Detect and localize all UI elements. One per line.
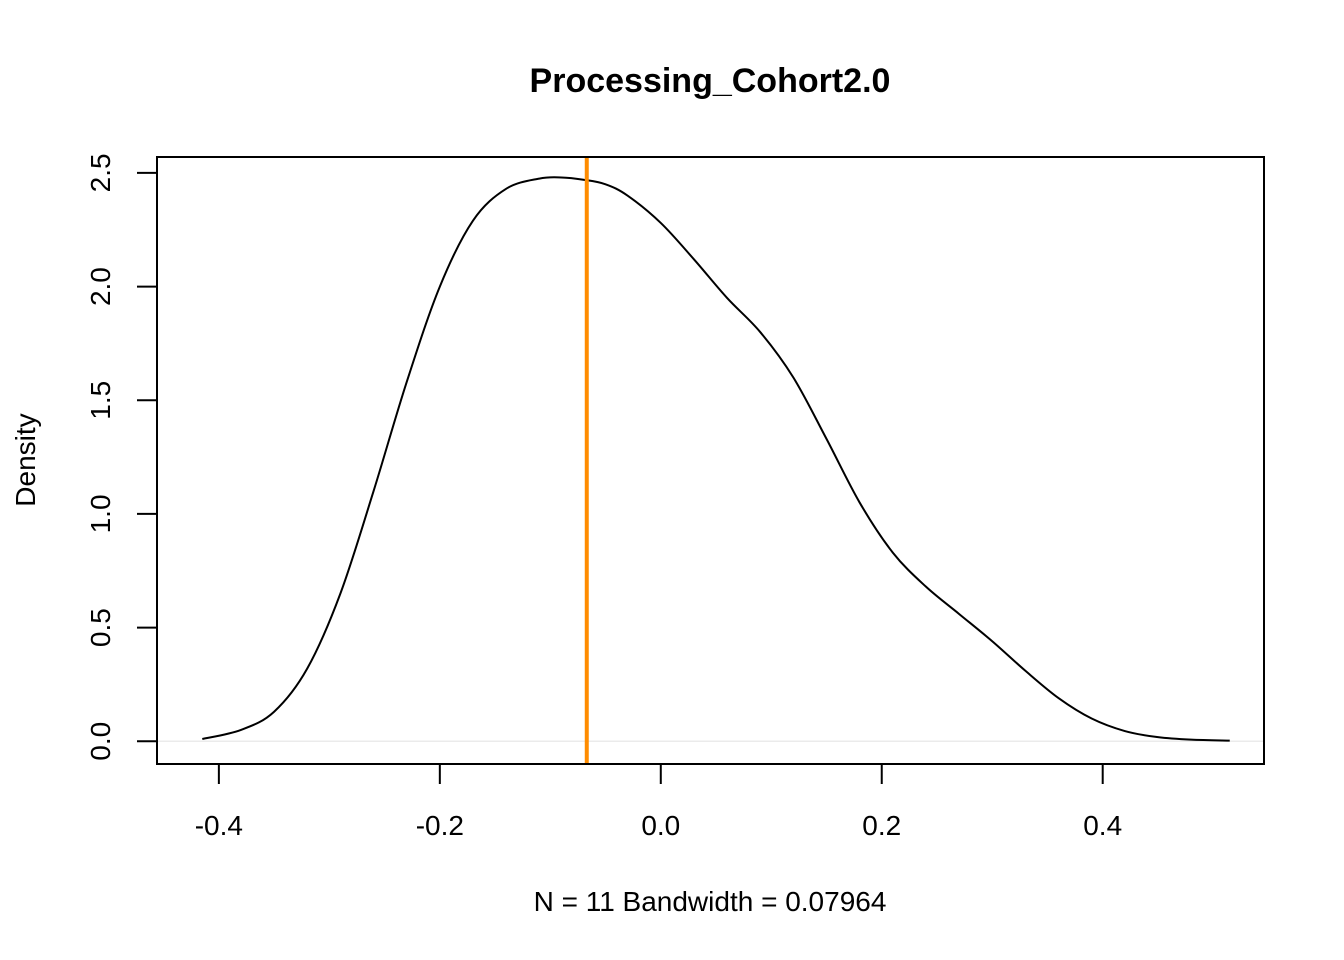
y-axis-label: Density xyxy=(10,413,41,506)
y-tick-label: 0.0 xyxy=(85,722,116,761)
chart-title: Processing_Cohort2.0 xyxy=(530,62,891,100)
x-axis: -0.4 -0.2 0.0 0.2 0.4 xyxy=(195,763,1122,841)
y-tick-label: 1.5 xyxy=(85,381,116,420)
density-curve-0 xyxy=(202,176,1230,742)
x-tick-label: 0.0 xyxy=(641,810,680,841)
y-tick-label: 2.5 xyxy=(85,153,116,192)
x-tick-label: 0.4 xyxy=(1083,810,1122,841)
x-axis-label: N = 11 Bandwidth = 0.07964 xyxy=(534,886,887,917)
plot-frame xyxy=(156,156,1265,765)
x-tick-label: -0.2 xyxy=(416,810,464,841)
density-curve-layer xyxy=(202,176,1230,742)
y-tick-label: 2.0 xyxy=(85,267,116,306)
y-tick-label: 1.0 xyxy=(85,494,116,533)
x-tick-label: -0.4 xyxy=(195,810,243,841)
x-tick-label: 0.2 xyxy=(862,810,901,841)
y-tick-label: 0.5 xyxy=(85,608,116,647)
y-axis: 0.0 0.5 1.0 1.5 2.0 2.5 xyxy=(85,153,158,761)
